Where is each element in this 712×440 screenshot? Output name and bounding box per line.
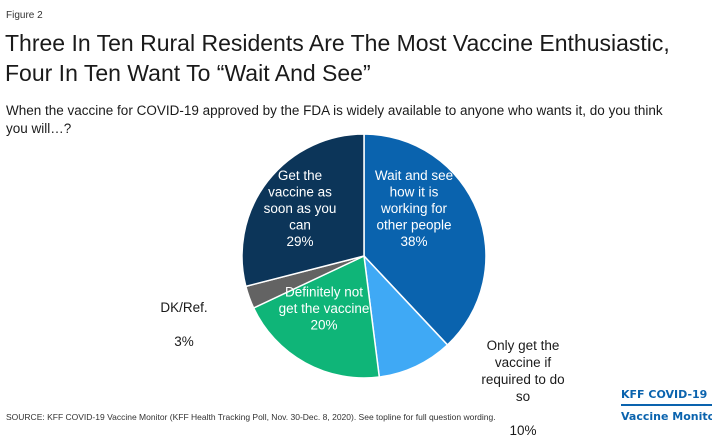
- slice-label-dk-ref: DK/Ref.: [160, 300, 208, 315]
- figure-label: Figure 2: [6, 10, 43, 21]
- slice-label-definitely-not: Definitely not get the vaccine 20%: [279, 285, 370, 333]
- slice-label-wait-and-see: Wait and see how it is working for other pe…: [375, 168, 453, 249]
- pie-slice-wait-and-see: [363, 133, 487, 346]
- slice-value-dk-ref: 3%: [174, 334, 194, 349]
- label-dk-ref: DK/Ref. 3%: [140, 282, 228, 350]
- brand-line2: Vaccine Monitor: [621, 410, 712, 423]
- label-only-if-required: Only get the vaccine if required to do s…: [462, 320, 584, 439]
- chart-title: Three In Ten Rural Residents Are The Mos…: [5, 30, 670, 86]
- brand-line1: KFF COVID-19: [621, 387, 712, 406]
- kff-logo: KFF COVID-19 Vaccine Monitor: [621, 387, 712, 424]
- source-note: SOURCE: KFF COVID-19 Vaccine Monitor (KF…: [6, 412, 496, 422]
- pie-slice-definitely-not: [252, 254, 381, 379]
- pie-slice-only-if-required: [362, 253, 449, 378]
- slice-value-only-if-required: 10%: [509, 423, 537, 438]
- pie-slice-as-soon-as-possible: [241, 133, 365, 288]
- slice-label-only-if-required: Only get the vaccine if required to do s…: [481, 338, 565, 404]
- chart-subtitle: When the vaccine for COVID-19 approved b…: [6, 103, 663, 136]
- slice-label-as-soon-as-possible: Get the vaccine as soon as you can 29%: [264, 168, 337, 249]
